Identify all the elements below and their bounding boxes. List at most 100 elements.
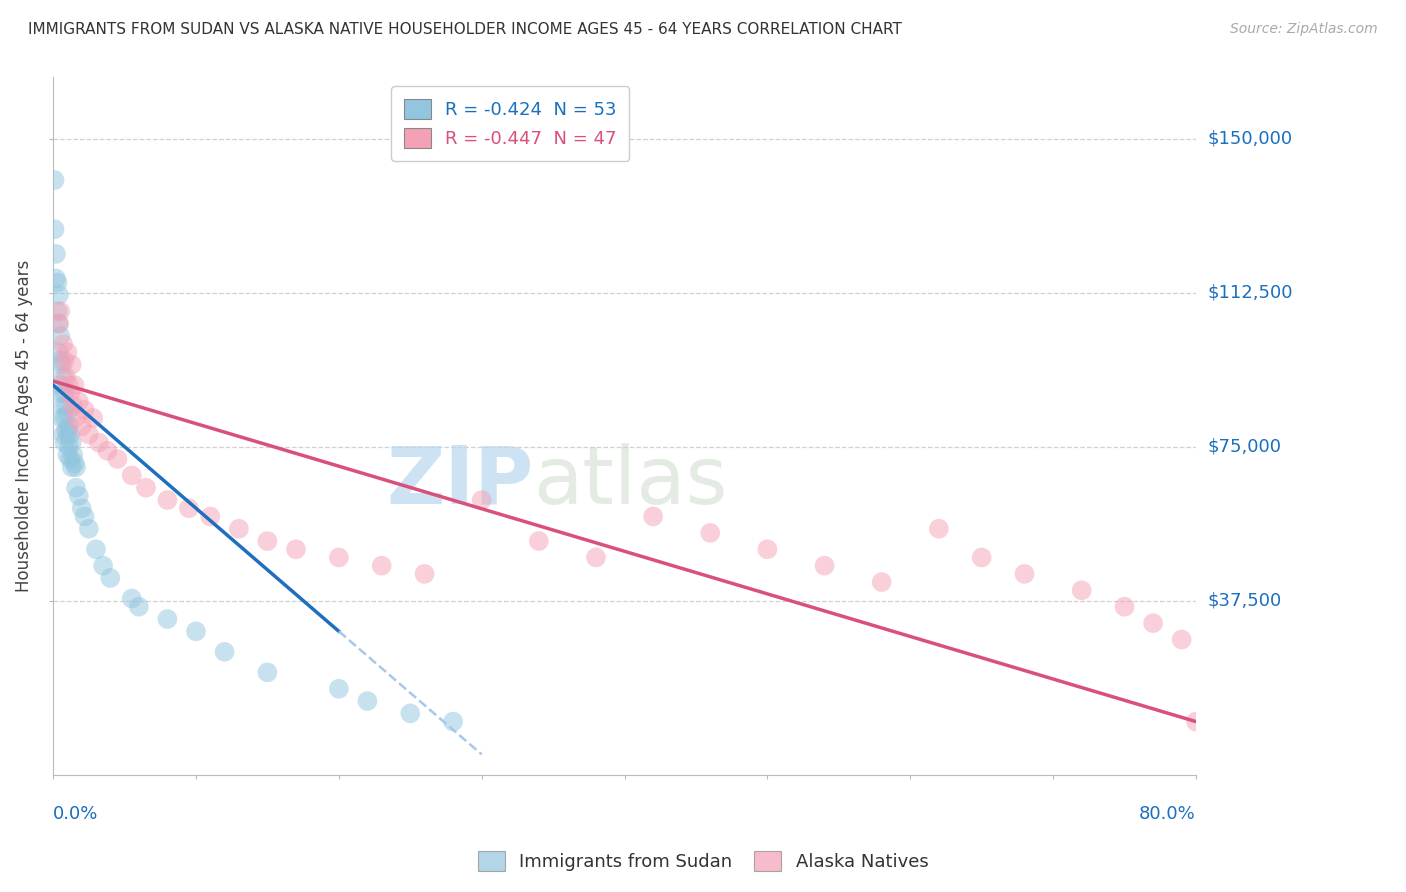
Point [53,353,76,368]
Point [65,481,87,495]
Point [49,378,72,392]
Point [399,706,422,721]
Point [67,394,90,409]
Point [121,468,143,483]
Point [48,317,70,331]
Point [60,358,83,372]
Point [60,435,83,450]
Point [82,411,104,425]
Point [62,448,84,462]
Point [59,452,82,467]
Point [52,399,75,413]
Point [214,645,236,659]
Point [52,370,75,384]
Point [70,419,93,434]
Point [1114,599,1136,614]
Text: atlas: atlas [533,443,727,521]
Point [96,443,118,458]
Point [55,370,77,384]
Point [121,591,143,606]
Point [44,222,66,236]
Point [65,460,87,475]
Point [91,558,114,573]
Text: $37,500: $37,500 [1208,591,1281,609]
Point [177,501,200,516]
Point [62,399,84,413]
Point [200,509,222,524]
Point [49,304,72,318]
Point [55,399,77,413]
Point [56,448,79,462]
Point [46,276,69,290]
Point [51,358,73,372]
Point [585,550,607,565]
Point [48,288,70,302]
Point [527,534,550,549]
Point [52,337,75,351]
Point [128,599,150,614]
Point [58,440,80,454]
Point [46,304,69,318]
Point [471,493,494,508]
Point [44,173,66,187]
Point [285,542,308,557]
Point [77,522,100,536]
Point [49,353,72,368]
Point [256,534,278,549]
Legend: Immigrants from Sudan, Alaska Natives: Immigrants from Sudan, Alaska Natives [471,844,935,879]
Point [53,435,76,450]
Point [65,411,87,425]
Point [56,345,79,359]
Point [51,386,73,401]
Point [51,411,73,425]
Point [48,317,70,331]
Point [184,624,207,639]
Point [328,550,350,565]
Point [928,522,950,536]
Point [58,419,80,434]
Point [87,435,110,450]
Point [756,542,779,557]
Point [643,509,665,524]
Point [156,493,179,508]
Y-axis label: Householder Income Ages 45 - 64 years: Householder Income Ages 45 - 64 years [15,260,32,592]
Point [98,571,121,585]
Point [53,386,76,401]
Point [699,525,721,540]
Point [73,509,96,524]
Point [60,460,83,475]
Point [45,247,67,261]
Text: $150,000: $150,000 [1208,130,1292,148]
Point [52,427,75,442]
Text: $75,000: $75,000 [1208,438,1281,456]
Point [67,489,90,503]
Point [73,402,96,417]
Point [84,542,107,557]
Point [370,558,392,573]
Point [1014,566,1036,581]
Point [356,694,378,708]
Point [870,575,893,590]
Point [813,558,835,573]
Legend: R = -0.424  N = 53, R = -0.447  N = 47: R = -0.424 N = 53, R = -0.447 N = 47 [391,87,630,161]
Point [135,481,157,495]
Text: 0.0%: 0.0% [53,805,98,823]
Point [45,271,67,285]
Point [970,550,993,565]
Point [59,427,82,442]
Point [413,566,436,581]
Point [63,378,86,392]
Point [59,386,82,401]
Point [1170,632,1192,647]
Text: IMMIGRANTS FROM SUDAN VS ALASKA NATIVE HOUSEHOLDER INCOME AGES 45 - 64 YEARS COR: IMMIGRANTS FROM SUDAN VS ALASKA NATIVE H… [28,22,903,37]
Text: Source: ZipAtlas.com: Source: ZipAtlas.com [1230,22,1378,37]
Point [48,345,70,359]
Point [70,501,93,516]
Point [1142,616,1164,631]
Point [63,456,86,470]
Point [1070,583,1092,598]
Point [56,407,79,421]
Point [107,452,129,467]
Point [441,714,464,729]
Point [1185,714,1208,729]
